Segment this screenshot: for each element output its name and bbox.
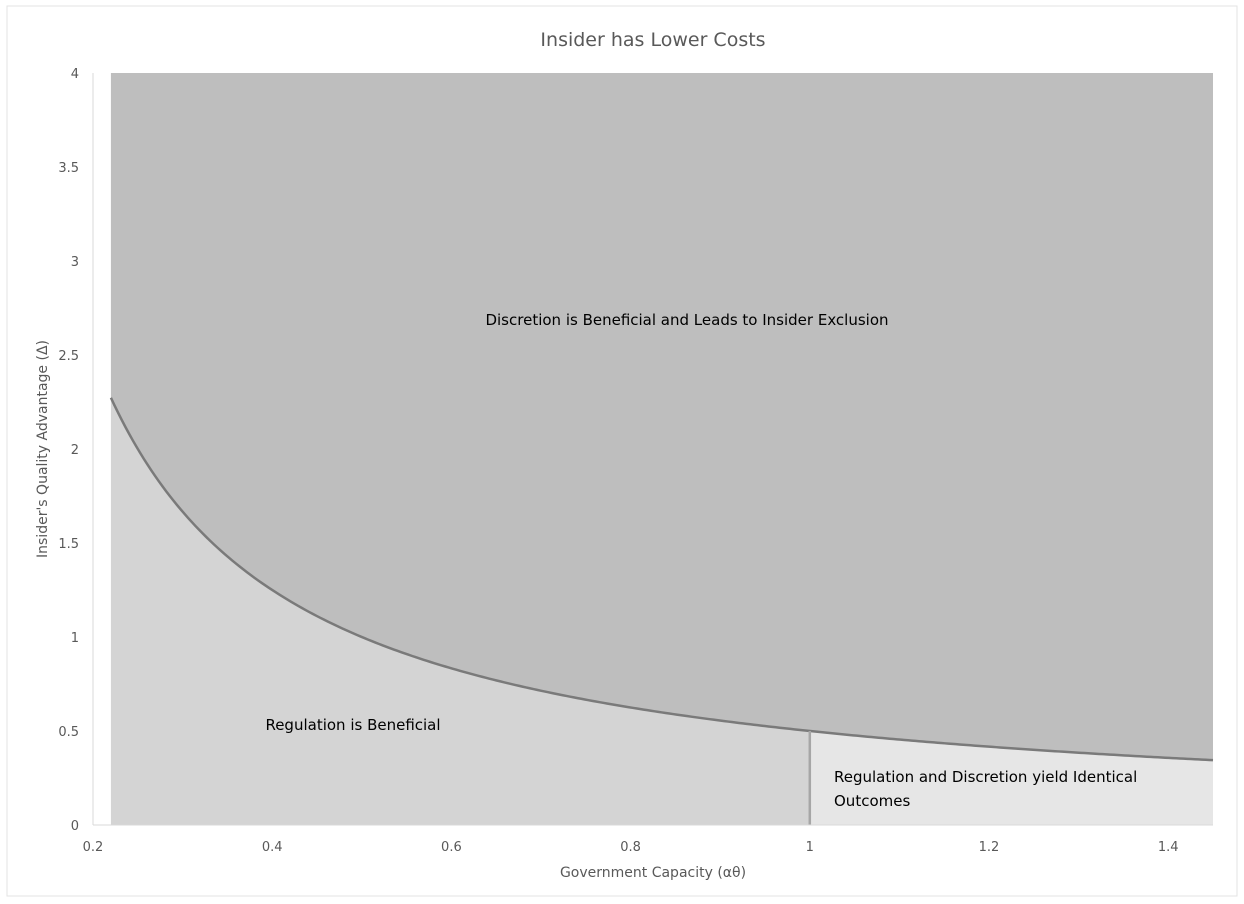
y-tick-label: 1: [71, 631, 79, 646]
y-axis-title: Insider's Quality Advantage (Δ): [35, 340, 51, 558]
identical-region-label-line2: Outcomes: [834, 792, 910, 810]
y-tick-label: 0: [71, 819, 79, 834]
x-tick-label: 0.4: [262, 840, 283, 855]
y-tick-label: 3: [71, 255, 79, 270]
regulation-region: [110, 397, 810, 825]
y-tick-label: 0.5: [58, 725, 79, 740]
identical-outcomes-region: [809, 731, 1213, 825]
y-tick-label: 2.5: [58, 349, 79, 364]
boundary-curve: [109, 397, 1214, 762]
y-tick-label: 2: [71, 443, 79, 458]
regulation-region-label: Regulation is Beneficial: [265, 716, 440, 734]
y-tick-label: 3.5: [58, 161, 79, 176]
discretion-region: [110, 73, 1213, 761]
y-tick-labels: 0 0.5 1 1.5 2 2.5 3 3.5 4: [58, 67, 79, 834]
x-axis-title: Government Capacity (αθ): [560, 865, 746, 881]
y-tick-label: 4: [71, 67, 79, 82]
x-tick-label: 1.2: [979, 840, 1000, 855]
chart-title: Insider has Lower Costs: [540, 29, 765, 51]
x-tick-labels: 0.2 0.4 0.6 0.8 1 1.2 1.4: [83, 840, 1179, 855]
identical-region-label-line1: Regulation and Discretion yield Identica…: [834, 768, 1137, 786]
y-tick-label: 1.5: [58, 537, 79, 552]
x-tick-label: 0.6: [441, 840, 462, 855]
discretion-region-label: Discretion is Beneficial and Leads to In…: [485, 311, 888, 329]
x-tick-label: 0.2: [83, 840, 104, 855]
x-tick-label: 0.8: [620, 840, 641, 855]
x-tick-label: 1.4: [1158, 840, 1179, 855]
x-tick-label: 1: [806, 840, 814, 855]
